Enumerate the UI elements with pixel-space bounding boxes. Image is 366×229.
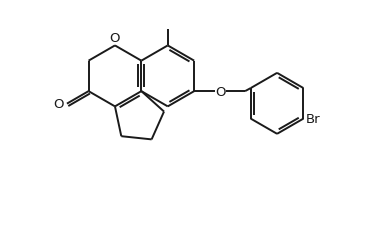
Text: O: O — [53, 98, 63, 111]
Text: O: O — [110, 32, 120, 45]
Text: Br: Br — [306, 113, 321, 125]
Text: O: O — [215, 85, 225, 98]
